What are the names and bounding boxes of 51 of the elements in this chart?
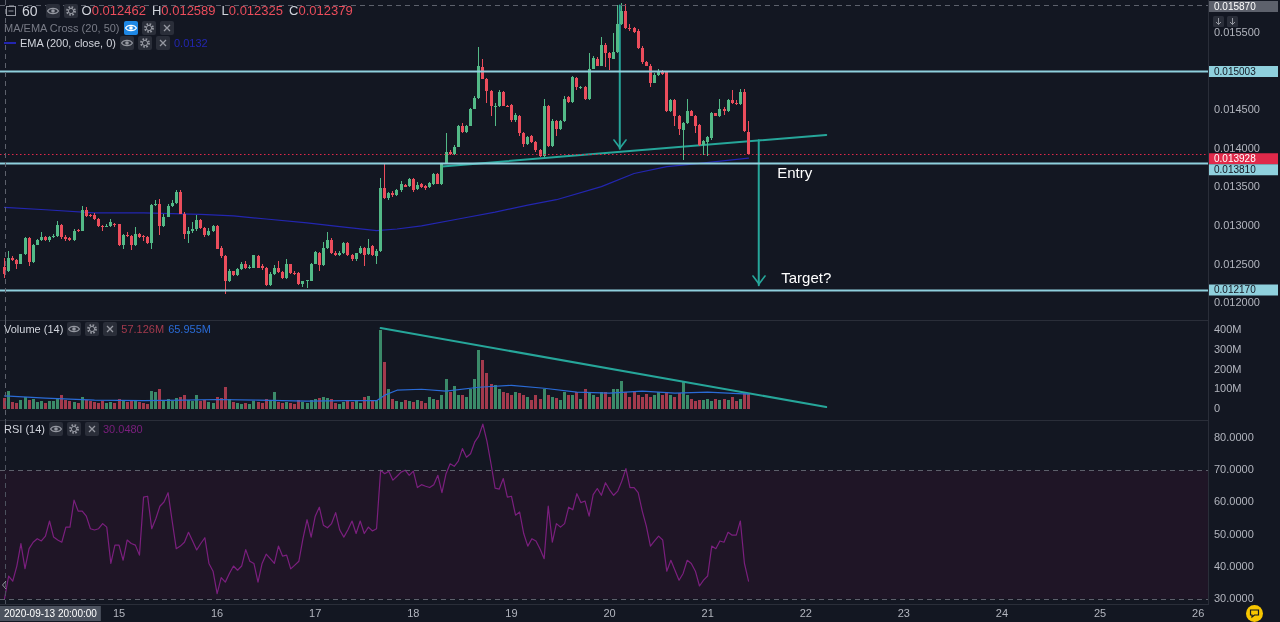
x-tick-label: 23 bbox=[897, 606, 910, 619]
annotation: C0.012379 bbox=[289, 3, 353, 19]
y-tick-label: 300M bbox=[1214, 342, 1242, 355]
y-tick-label: 80.0000 bbox=[1214, 431, 1254, 444]
x-tick-label: 19 bbox=[505, 606, 518, 619]
y-tick-label: 0.012000 bbox=[1214, 296, 1260, 309]
y-tick-label: 0.013000 bbox=[1214, 218, 1260, 231]
annotation: L0.012325 bbox=[221, 3, 284, 19]
x-tick-label: 17 bbox=[309, 606, 322, 619]
y-tick-label: 400M bbox=[1214, 323, 1242, 336]
x-tick-label: 26 bbox=[1192, 606, 1205, 619]
ref-line-label: 0.013810 bbox=[1214, 164, 1257, 176]
chart-title: Volume (14) bbox=[4, 322, 64, 336]
annotation: Target? bbox=[781, 268, 832, 286]
ref-line-label: 0.015870 bbox=[1214, 0, 1257, 12]
y-tick-label: 0.014500 bbox=[1214, 103, 1260, 116]
legend-label: EMA (200, close, 0) bbox=[20, 36, 116, 50]
y-tick-label: 0 bbox=[1214, 401, 1221, 414]
x-tick-label: 18 bbox=[407, 606, 420, 619]
x-tick-label: 22 bbox=[799, 606, 812, 619]
x-tick-label: 20 bbox=[603, 606, 616, 619]
ref-line-label: 0.013928 bbox=[1214, 153, 1257, 165]
annotation: Entry bbox=[777, 164, 813, 182]
y-tick-label: 0.013500 bbox=[1214, 180, 1260, 193]
x-tick-label: 25 bbox=[1093, 606, 1107, 619]
y-tick-label: 50.0000 bbox=[1214, 527, 1254, 540]
annotation: 0.0132 bbox=[174, 36, 208, 50]
x-tick-label: 24 bbox=[995, 606, 1009, 619]
annotation: 57.126M bbox=[121, 322, 165, 336]
y-tick-label: 30.0000 bbox=[1214, 591, 1254, 604]
y-tick-label: 0.012500 bbox=[1214, 257, 1260, 270]
chart-title: RSI (14) bbox=[4, 422, 45, 436]
y-tick-label: 100M bbox=[1214, 382, 1242, 395]
ref-line-label: 0.015003 bbox=[1214, 65, 1257, 77]
annotation: MA/EMA Cross (20, 50) bbox=[4, 21, 120, 35]
x-tick-label: 15 bbox=[112, 606, 126, 619]
y-tick-label: 40.0000 bbox=[1214, 559, 1254, 572]
y-tick-label: 200M bbox=[1214, 362, 1242, 375]
annotation: 65.955M bbox=[168, 322, 211, 336]
ref-line-label: 2020-09-13 20:00:00 bbox=[4, 607, 98, 619]
y-tick-label: 0.014000 bbox=[1214, 141, 1260, 154]
chart-title: 60 bbox=[22, 3, 38, 19]
annotation: H0.012589 bbox=[151, 3, 216, 19]
x-tick-label: 16 bbox=[211, 606, 224, 619]
annotation: 30.0480 bbox=[102, 422, 143, 436]
y-tick-label: 0.015500 bbox=[1214, 26, 1260, 39]
ref-line-label: 0.012170 bbox=[1214, 284, 1257, 296]
annotation: O0.012462 bbox=[81, 3, 146, 19]
y-tick-label: 70.0000 bbox=[1214, 463, 1254, 476]
y-tick-label: 60.0000 bbox=[1214, 495, 1254, 508]
x-tick-label: 21 bbox=[701, 606, 714, 619]
